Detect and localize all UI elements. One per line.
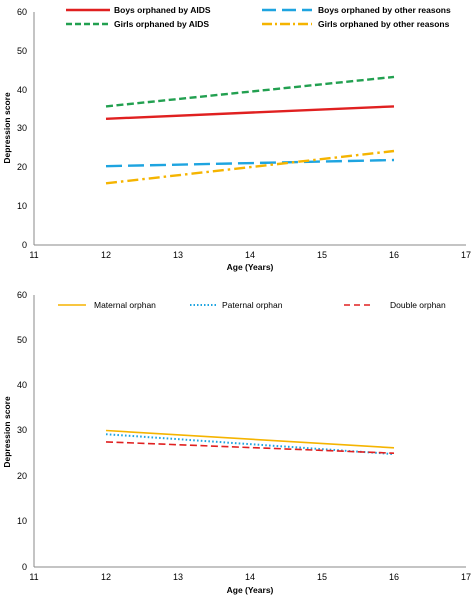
chart-top-y-tick: 0 <box>22 240 27 250</box>
chart-bottom-y-tick: 20 <box>17 471 27 481</box>
chart-top-x-tick: 13 <box>173 250 183 260</box>
chart-bottom-x-axis-title: Age (Years) <box>227 585 274 595</box>
chart-top-x-tick: 17 <box>461 250 471 260</box>
chart-bottom-x-tick: 14 <box>245 572 255 582</box>
chart-top-y-tick: 30 <box>17 123 27 133</box>
chart-top-axes <box>33 12 466 246</box>
chart-top-y-axis-title: Depression score <box>2 92 12 164</box>
chart-top-y-tick: 10 <box>17 201 27 211</box>
chart-top-series-line-3 <box>105 149 395 185</box>
chart-bottom-y-tick: 10 <box>17 516 27 526</box>
chart-bottom-x-tick: 16 <box>389 572 399 582</box>
chart-top-legend-item: Girls orphaned by other reasons <box>262 19 450 29</box>
chart-bottom-legend-item: Maternal orphan <box>58 300 156 310</box>
chart-top-y-tick: 60 <box>17 7 27 17</box>
chart-top-x-tick: 15 <box>317 250 327 260</box>
chart-top-x-ticks: 11 12 13 14 15 16 17 <box>29 250 471 260</box>
chart-bottom-y-axis-title: Depression score <box>2 396 12 468</box>
chart-top-legend-label: Girls orphaned by AIDS <box>114 19 209 29</box>
chart-bottom-legend-item: Paternal orphan <box>190 300 283 310</box>
chart-bottom-series-line-1 <box>105 433 395 456</box>
chart-bottom-legend: Maternal orphan Paternal orphan Double o… <box>58 300 446 310</box>
chart-top-legend-item: Boys orphaned by AIDS <box>66 5 211 15</box>
chart-bottom-y-tick: 40 <box>17 380 27 390</box>
chart-top-x-tick: 14 <box>245 250 255 260</box>
chart-top-y-tick: 40 <box>17 85 27 95</box>
chart-top-legend-label: Girls orphaned by other reasons <box>318 19 450 29</box>
chart-bottom-series-line-2 <box>105 441 395 454</box>
chart-top-x-tick: 11 <box>29 250 38 260</box>
chart-bottom-y-tick: 60 <box>17 290 27 300</box>
chart-top-series-line-1 <box>105 158 395 168</box>
chart-bottom-legend-item: Double orphan <box>344 300 446 310</box>
chart-top-y-tick: 20 <box>17 162 27 172</box>
chart-top-legend-label: Boys orphaned by AIDS <box>114 5 211 15</box>
chart-bottom-x-tick: 17 <box>461 572 471 582</box>
chart-bottom: 60 50 40 30 20 10 0 11 12 13 14 15 16 17… <box>2 290 471 595</box>
chart-bottom-y-ticks: 60 50 40 30 20 10 0 <box>17 290 27 572</box>
chart-bottom-x-tick: 13 <box>173 572 183 582</box>
chart-top-x-tick: 16 <box>389 250 399 260</box>
chart-bottom-y-tick: 0 <box>22 562 27 572</box>
chart-bottom-x-tick: 11 <box>29 572 38 582</box>
chart-top-series <box>105 75 395 185</box>
chart-bottom-legend-label: Paternal orphan <box>222 300 283 310</box>
chart-bottom-y-tick: 30 <box>17 425 27 435</box>
chart-top-x-tick: 12 <box>101 250 111 260</box>
chart-top-legend-item: Girls orphaned by AIDS <box>66 19 209 29</box>
chart-bottom-legend-label: Double orphan <box>390 300 446 310</box>
chart-bottom-x-tick: 15 <box>317 572 327 582</box>
chart-top-legend-label: Boys orphaned by other reasons <box>318 5 451 15</box>
chart-bottom-x-ticks: 11 12 13 14 15 16 17 <box>29 572 471 582</box>
chart-top-legend: Boys orphaned by AIDS Girls orphaned by … <box>66 5 451 29</box>
chart-top-series-line-0 <box>105 105 395 120</box>
chart-top-x-axis-title: Age (Years) <box>227 262 274 272</box>
chart-bottom-y-tick: 50 <box>17 335 27 345</box>
chart-top-legend-item: Boys orphaned by other reasons <box>262 5 451 15</box>
chart-bottom-series-line-0 <box>105 429 395 449</box>
chart-top-series-line-2 <box>105 75 395 108</box>
chart-bottom-legend-label: Maternal orphan <box>94 300 156 310</box>
chart-bottom-series <box>105 429 395 456</box>
chart-bottom-x-tick: 12 <box>101 572 111 582</box>
chart-bottom-axes <box>33 295 466 568</box>
chart-top-y-ticks: 60 50 40 30 20 10 0 <box>17 7 27 250</box>
chart-top-y-tick: 50 <box>17 46 27 56</box>
chart-top: 60 50 40 30 20 10 0 11 12 13 14 15 16 17… <box>2 5 471 272</box>
